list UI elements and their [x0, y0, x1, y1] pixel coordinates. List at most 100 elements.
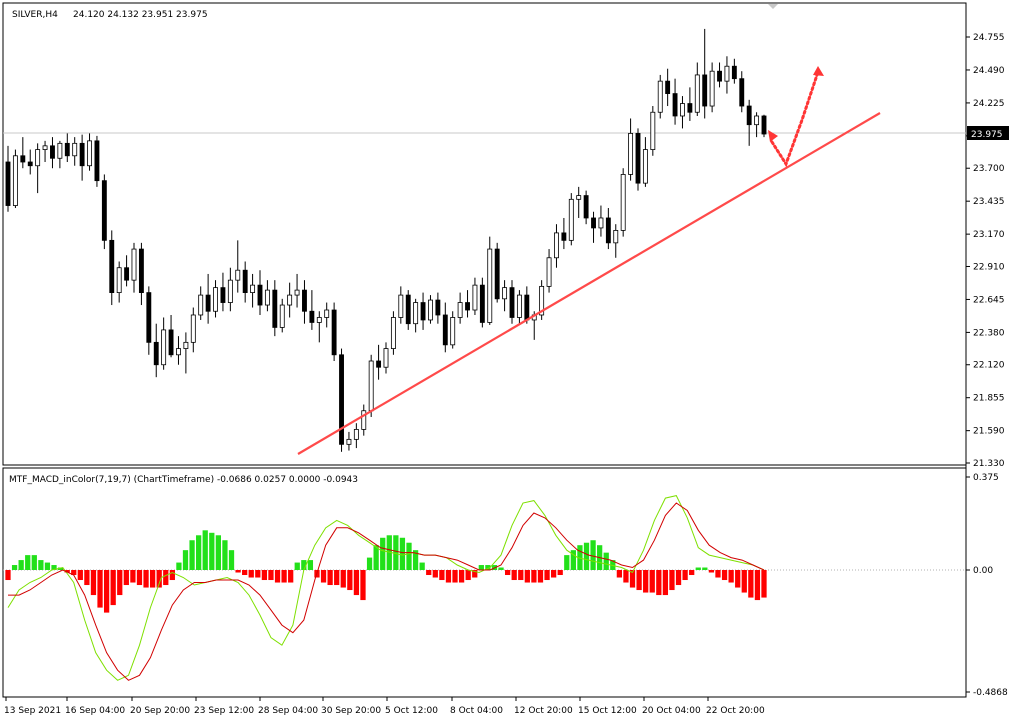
candle [346, 431, 352, 451]
chart-symbol: SILVER,H4 [12, 10, 58, 20]
histogram-bar [235, 570, 241, 573]
candle [316, 311, 322, 343]
scroll-marker[interactable] [768, 4, 778, 9]
price-tick-label: 23.700 [973, 164, 1005, 174]
time-tick-label: 12 Oct 20:00 [514, 706, 573, 716]
trendline[interactable] [297, 112, 881, 455]
histogram-bar [445, 570, 452, 583]
histogram-bar [735, 570, 741, 588]
histogram-bar [570, 550, 576, 570]
histogram-bar [97, 570, 103, 608]
candle [598, 205, 604, 237]
histogram-bar [301, 560, 307, 570]
candle [138, 242, 144, 306]
histogram-bar [478, 565, 484, 570]
histogram-bar [202, 530, 208, 570]
histogram-bar [702, 567, 708, 570]
histogram-bar [623, 570, 629, 583]
candle [101, 174, 107, 250]
candle [487, 236, 493, 325]
histogram-bar [590, 540, 596, 570]
histogram-bar [163, 570, 169, 586]
time-tick-label: 13 Sep 2021 [4, 706, 61, 716]
histogram-bar [255, 570, 261, 578]
histogram-bar [715, 570, 721, 578]
arrow-head-up [813, 66, 824, 76]
histogram-bar [537, 570, 544, 583]
histogram-bar [380, 537, 386, 570]
histogram-bar [360, 570, 366, 601]
candle [131, 242, 137, 293]
candle [502, 280, 508, 312]
candle [479, 277, 485, 328]
histogram-bar [643, 570, 649, 593]
candle [605, 208, 611, 250]
histogram-bar [366, 557, 373, 570]
candle [12, 149, 18, 209]
candle [568, 193, 574, 246]
candle [198, 286, 204, 320]
candle [628, 118, 634, 181]
histogram-bar [412, 550, 419, 570]
price-tick-label: 22.380 [973, 328, 1005, 338]
candle [494, 242, 500, 303]
histogram-bar [498, 567, 504, 570]
histogram-bar [209, 532, 215, 570]
histogram-bar [5, 570, 11, 581]
histogram-bar [708, 570, 715, 573]
price-pane[interactable] [2, 2, 967, 466]
candle [761, 114, 767, 138]
candle [279, 298, 285, 333]
candle [390, 311, 396, 355]
candle [250, 273, 256, 308]
candle [87, 133, 92, 171]
candle [264, 280, 270, 312]
histogram-bar [320, 570, 327, 583]
time-tick-label: 20 Sep 20:00 [130, 706, 190, 716]
candle [294, 273, 300, 308]
time-tick-label: 23 Sep 12:00 [194, 706, 254, 716]
histogram-bar [57, 567, 64, 570]
histogram-bar [353, 570, 360, 596]
candle [680, 96, 685, 129]
candle [176, 336, 181, 365]
histogram-bar [721, 570, 728, 581]
price-tick-label: 23.170 [973, 230, 1005, 240]
histogram-bar [274, 570, 281, 583]
candle [146, 286, 152, 355]
histogram-bar [485, 565, 491, 570]
indicator-label: MTF_MACD_inColor(7,19,7) (ChartTimeframe… [9, 475, 358, 485]
histogram-bar [458, 570, 465, 583]
candle [64, 133, 70, 163]
histogram-bar [31, 555, 37, 570]
histogram-bar [662, 570, 669, 596]
histogram-bar [386, 535, 392, 570]
candle [302, 280, 307, 324]
current-price-label: 23.975 [971, 130, 1003, 140]
histogram-bar [439, 570, 445, 581]
time-axis: 13 Sep 2021 16 Sep 04:00 20 Sep 20:00 23 Se… [4, 697, 765, 716]
candlestick-series [5, 28, 767, 452]
histogram-bar [261, 570, 268, 581]
candle [450, 311, 456, 349]
candle [213, 280, 218, 318]
histogram-bar [531, 570, 537, 583]
price-tick-label: 21.330 [973, 459, 1005, 469]
histogram-bar [176, 562, 182, 570]
candle [754, 112, 760, 138]
price-tick-label: 23.435 [973, 197, 1005, 207]
candle [420, 292, 426, 330]
histogram-bar [242, 570, 248, 576]
candle [368, 354, 374, 417]
histogram-bar [583, 542, 590, 570]
histogram-bar [557, 570, 563, 576]
candle [35, 143, 41, 194]
time-tick-label: 22 Oct 20:00 [706, 706, 765, 716]
histogram-bar [511, 570, 517, 581]
candle [235, 240, 241, 293]
histogram-bar [636, 570, 642, 591]
candle [413, 298, 419, 333]
candle [583, 190, 589, 225]
candle [116, 261, 122, 303]
